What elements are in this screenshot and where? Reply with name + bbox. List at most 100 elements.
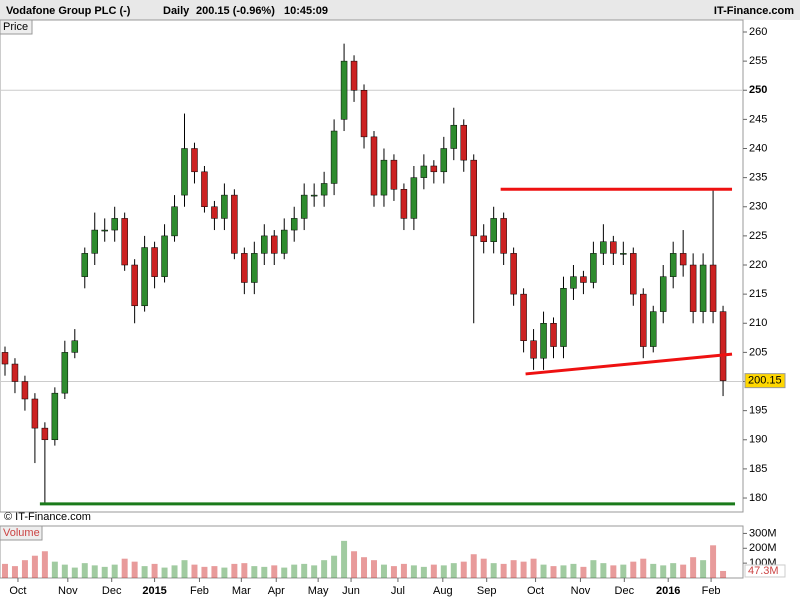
volume-bar: [480, 558, 487, 578]
copyright: © IT-Finance.com: [4, 511, 91, 523]
candle-body: [350, 60, 358, 91]
candle-body: [340, 60, 348, 120]
candle-body: [231, 194, 238, 254]
y-tick-label: 185: [749, 463, 767, 475]
volume-bar: [560, 565, 567, 578]
volume-bar: [490, 563, 497, 578]
volume-bar: [620, 564, 627, 578]
x-tick-label: Jun: [342, 585, 360, 597]
candle-body: [61, 352, 69, 394]
volume-bar: [440, 565, 447, 578]
candle-body: [719, 311, 727, 381]
candle-body: [649, 311, 657, 347]
volume-bar: [570, 563, 577, 578]
volume-bar: [51, 561, 58, 578]
candle-body: [570, 276, 577, 289]
volume-bar: [710, 545, 717, 578]
volume-bar: [11, 566, 18, 578]
candle-body: [300, 194, 308, 219]
volume-bar: [650, 563, 657, 578]
candle-body: [251, 253, 258, 283]
candle-body: [221, 194, 228, 219]
volume-tick-label: 300M: [749, 527, 777, 539]
y-tick-label: 215: [749, 288, 767, 300]
volume-bar: [510, 560, 517, 578]
x-tick-label: Feb: [702, 585, 721, 597]
x-tick-label: Sep: [477, 585, 497, 597]
candle-body: [530, 340, 537, 359]
volume-bar: [660, 565, 667, 578]
candle-body: [141, 247, 148, 307]
volume-bar: [371, 560, 377, 578]
volume-bar: [251, 566, 258, 578]
volume-bar: [341, 540, 348, 578]
last-volume-label: 47.3M: [748, 565, 779, 577]
candle-body: [181, 148, 188, 196]
x-tick-label: Nov: [58, 585, 78, 597]
volume-label-box: [0, 525, 43, 541]
volume-bar: [430, 564, 437, 578]
volume-bar: [311, 565, 318, 578]
x-tick-label: Jul: [391, 585, 405, 597]
x-tick-label: 2015: [142, 585, 166, 597]
volume-bar: [161, 567, 168, 578]
x-tick-label: Mar: [232, 585, 251, 597]
candle-body: [500, 218, 507, 254]
candle-body: [420, 165, 428, 178]
y-tick-label: 260: [749, 26, 767, 38]
candle-body: [580, 276, 587, 283]
volume-bar: [420, 566, 427, 578]
volume-bar: [281, 567, 288, 578]
volume-bar: [301, 563, 308, 578]
volume-bar: [221, 567, 228, 578]
volume-bar: [361, 557, 368, 578]
volume-bar: [530, 558, 537, 578]
volume-bar: [21, 560, 28, 578]
volume-bar: [500, 563, 507, 578]
y-tick-label: 190: [749, 434, 767, 446]
y-tick-label: 245: [749, 113, 767, 125]
candle-body: [271, 235, 278, 254]
volume-bar: [640, 558, 647, 578]
candle-body: [310, 194, 318, 197]
candle-body: [699, 264, 707, 312]
y-tick-label: 205: [749, 346, 767, 358]
x-tick-label: Aug: [433, 585, 453, 597]
volume-bar: [670, 563, 677, 578]
volume-bar: [680, 564, 687, 578]
volume-bar: [550, 566, 557, 578]
candle-body: [460, 124, 467, 161]
last-volume-box: [744, 564, 786, 578]
candle-body: [370, 136, 378, 196]
header-bar: [0, 0, 800, 20]
volume-bar: [31, 555, 38, 578]
y-tick-label: 210: [749, 317, 767, 329]
candle-body: [630, 253, 637, 295]
candle-body: [161, 235, 168, 277]
volume-bar: [410, 565, 417, 578]
time: 10:45:09: [284, 5, 328, 17]
candle-body: [380, 159, 388, 196]
candle-body: [669, 253, 677, 277]
volume-label: Volume: [3, 527, 40, 539]
volume-bar: [400, 563, 407, 578]
volume-bar: [380, 564, 387, 578]
trendline: [525, 352, 733, 376]
y-tick-label: 250: [749, 84, 767, 96]
y-tick-label: 225: [749, 230, 767, 242]
candle-body: [540, 323, 547, 359]
y-tick-label: 255: [749, 55, 767, 67]
y-tick-label: 230: [749, 201, 767, 213]
candle-body: [171, 206, 178, 237]
price-label-box: [0, 19, 33, 35]
candle-body: [709, 264, 717, 312]
x-tick-label: Feb: [190, 585, 209, 597]
candle-body: [450, 124, 458, 149]
period: Daily: [163, 5, 190, 17]
candle-body: [550, 323, 557, 347]
candle-body: [241, 253, 248, 283]
volume-bar: [540, 564, 547, 578]
candle-body: [151, 247, 158, 277]
